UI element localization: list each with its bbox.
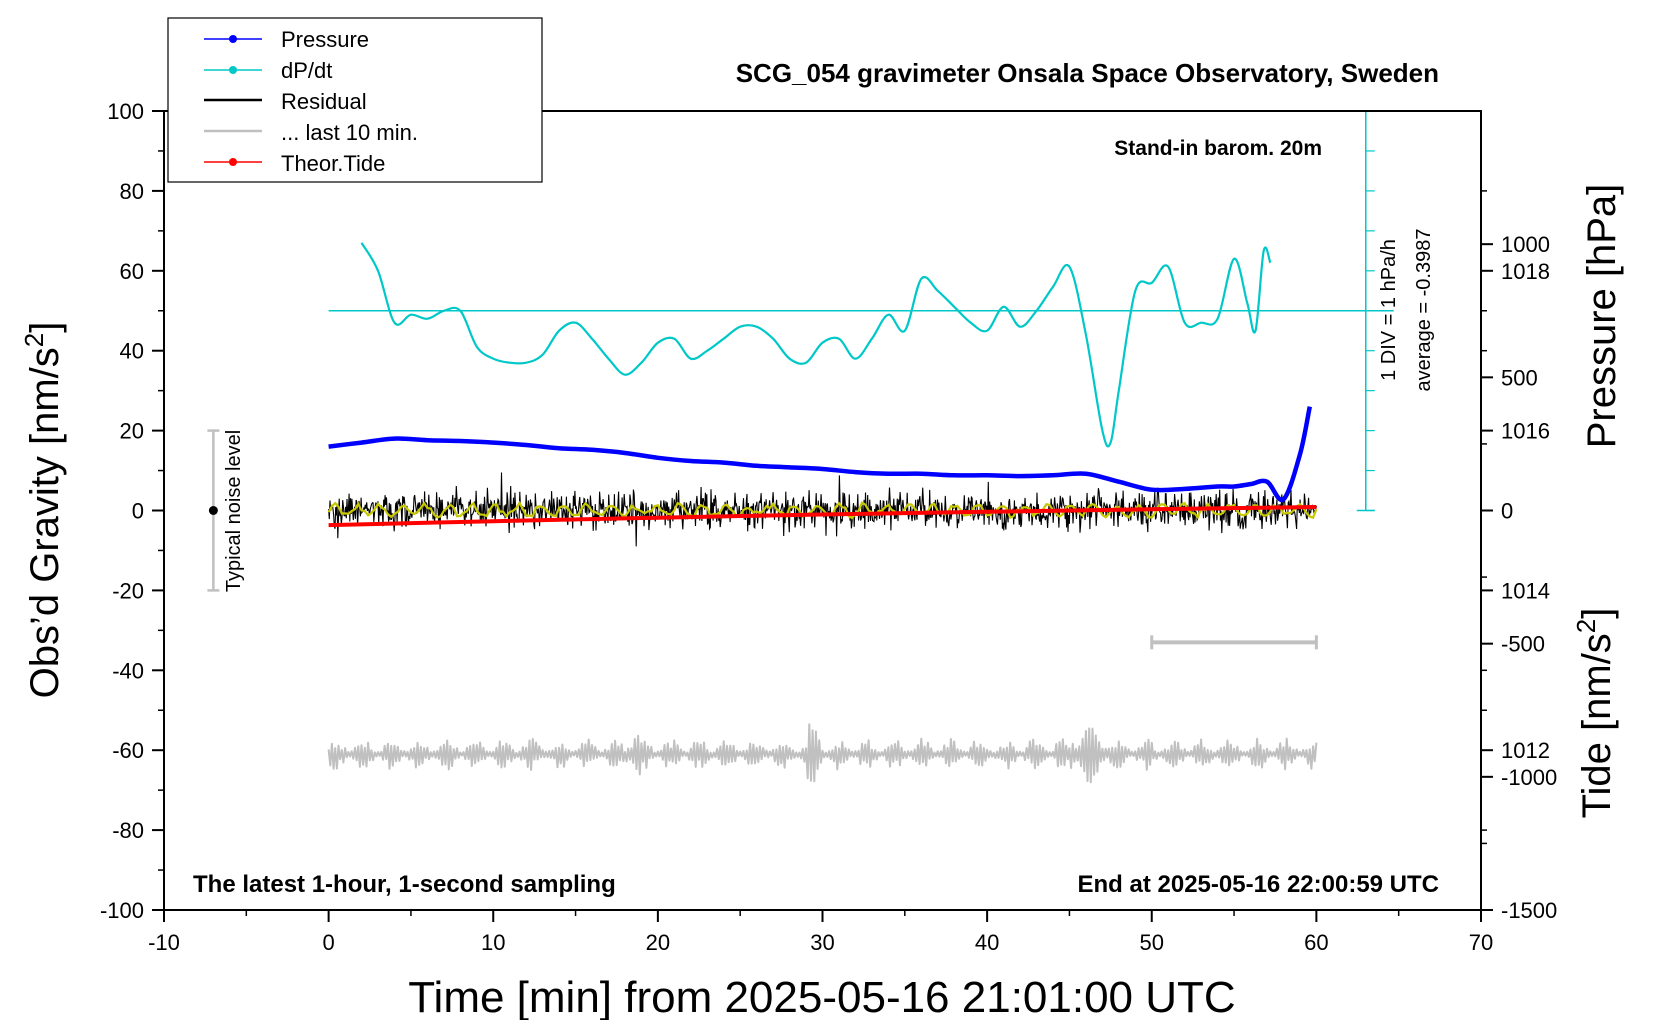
- x-tick-label: -10: [148, 930, 180, 955]
- y-axis-label-tide-close: ]: [1575, 608, 1619, 619]
- y-left-tick-label: 0: [132, 499, 144, 524]
- series-tide-line: [328, 505, 1317, 528]
- y-left-tick-label: -40: [112, 658, 144, 683]
- bottom-right-note: End at 2025-05-16 22:00:59 UTC: [1078, 871, 1440, 898]
- x-tick-label: 60: [1304, 930, 1328, 955]
- series-dpdt-line: [360, 242, 1272, 448]
- tide-tick-label: -500: [1501, 632, 1545, 657]
- x-tick-label: 70: [1469, 930, 1493, 955]
- series-last10-line: [327, 723, 1318, 784]
- legend-entry-residual: Residual: [204, 89, 367, 114]
- x-axis-label: Time [min] from 2025-05-16 21:01:00 UTC: [408, 973, 1235, 1020]
- y-axis-label-tide-text: Tide [nm/s: [1575, 633, 1619, 818]
- y-axis-label-left-sup: 2: [19, 333, 49, 347]
- legend-marker-tide: [229, 158, 237, 166]
- legend-label-pressure: Pressure: [281, 27, 369, 52]
- pressure-tick-label: 1016: [1501, 419, 1550, 444]
- bottom-left-note: The latest 1-hour, 1-second sampling: [193, 871, 616, 898]
- data-layer: [207, 110, 1394, 784]
- legend-entry-dpdt: dP/dt: [204, 58, 332, 83]
- chart-title: SCG_054 gravimeter Onsala Space Observat…: [736, 58, 1439, 88]
- pressure-tick-label: 1012: [1501, 738, 1550, 763]
- x-tick-label: 50: [1140, 930, 1164, 955]
- pressure-tick-label: 1014: [1501, 578, 1550, 603]
- legend-label-residual: Residual: [281, 89, 367, 114]
- y-left-tick-label: 100: [107, 99, 144, 124]
- y-axis-label-left-text: Obs’d Gravity [nm/s: [23, 347, 67, 698]
- tide-tick-label: 0: [1501, 499, 1513, 524]
- legend-label-dpdt: dP/dt: [281, 58, 332, 83]
- tide-tick-label: 500: [1501, 365, 1538, 390]
- noise-bar-center-dot: [208, 506, 218, 515]
- legend-marker-dpdt: [229, 66, 237, 74]
- legend: Pressure dP/dt Residual ... last 10 min.…: [167, 17, 543, 183]
- x-tick-label: 0: [323, 930, 335, 955]
- legend-entry-pressure: Pressure: [204, 27, 369, 52]
- tide-tick-label: -1000: [1501, 765, 1557, 790]
- y-axis-label-tide: Tide [nm/s2]: [1571, 608, 1619, 819]
- y-left-tick-label: 60: [120, 259, 144, 284]
- y-left-tick-label: -60: [112, 738, 144, 763]
- y-axis-label-left-close: ]: [23, 322, 67, 333]
- legend-entry-last10: ... last 10 min.: [204, 120, 418, 145]
- y-left-tick-label: -100: [100, 898, 144, 923]
- y-axis-label-tide-sup: 2: [1571, 619, 1601, 633]
- x-tick-label: 20: [646, 930, 670, 955]
- axes-layer: -10 0 10 20 30 40 50 60 70100806040200-20-40-60-…: [100, 99, 1557, 955]
- tide-tick-label: -1500: [1501, 898, 1557, 923]
- x-tick-label: 10: [481, 930, 505, 955]
- x-tick-label: 30: [810, 930, 834, 955]
- div-note: 1 DIV = 1 hPa/h: [1378, 239, 1400, 381]
- y-left-tick-label: -80: [112, 818, 144, 843]
- legend-entry-tide: Theor.Tide: [204, 151, 385, 176]
- barometer-note: Stand-in barom. 20m: [1114, 137, 1322, 160]
- y-axis-label-pressure: Pressure [hPa]: [1580, 184, 1624, 449]
- tide-tick-label: 1000: [1501, 232, 1550, 257]
- legend-label-tide: Theor.Tide: [281, 151, 385, 176]
- y-left-tick-label: -20: [112, 578, 144, 603]
- legend-label-last10: ... last 10 min.: [281, 120, 418, 145]
- y-left-tick-label: 80: [120, 179, 144, 204]
- y-left-tick-label: 40: [120, 339, 144, 364]
- average-note: average = -0.3987: [1413, 229, 1435, 392]
- pressure-tick-label: 1018: [1501, 259, 1550, 284]
- noise-level-label: Typical noise level: [223, 430, 245, 592]
- legend-marker-pressure: [229, 35, 237, 43]
- x-tick-label: 40: [975, 930, 999, 955]
- y-axis-label-left: Obs’d Gravity [nm/s2]: [19, 322, 67, 699]
- series-residual-smoothed-line: [327, 500, 1318, 520]
- y-left-tick-label: 20: [120, 419, 144, 444]
- series-pressure-line: [328, 406, 1313, 503]
